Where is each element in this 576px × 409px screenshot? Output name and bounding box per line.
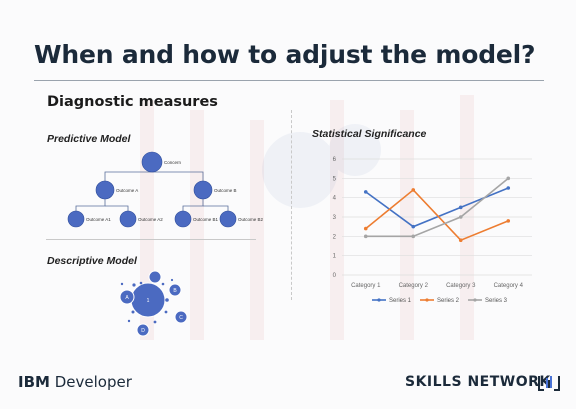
y-tick-label: 6: [333, 157, 337, 163]
tree-label-outcome-a2: Outcome A2: [138, 217, 163, 222]
descriptive-model-diagram: 1 A B C D: [119, 270, 188, 337]
y-tick-label: 3: [333, 215, 337, 221]
tree-label-outcome-b2: Outcome B2: [238, 217, 264, 222]
cluster-label-c: C: [179, 315, 183, 321]
tree-node-root: [141, 151, 163, 173]
tree-label-outcome-b1: Outcome B1: [193, 217, 219, 222]
predictive-model-diagram: Concern Outcome A Outcome B Outcome A1 O…: [67, 151, 264, 228]
legend-label: Series 2: [437, 298, 460, 304]
data-point: [506, 186, 511, 190]
title-divider: [34, 80, 544, 81]
y-tick-label: 0: [333, 273, 337, 279]
tree-node-outcome-b1: [174, 210, 192, 228]
tree-node-outcome-b: [193, 180, 213, 200]
y-tick-label: 1: [333, 254, 337, 260]
data-point: [411, 234, 416, 239]
tree-node-outcome-a2: [119, 210, 137, 228]
tree-node-outcome-a: [95, 180, 115, 200]
y-tick-label: 2: [333, 234, 337, 240]
tree-node-outcome-a1: [67, 210, 85, 228]
panel-divider-vertical: [291, 110, 293, 300]
data-point: [506, 176, 511, 181]
data-point: [458, 205, 463, 210]
data-point: [458, 238, 463, 242]
slide-title: When and how to adjust the model?: [34, 40, 536, 69]
legend-label: Series 1: [389, 298, 412, 304]
x-tick-label: Category 2: [399, 283, 429, 289]
series-line: [365, 187, 509, 228]
statistical-significance-label: Statistical Significance: [312, 128, 427, 140]
cluster-node-a: [119, 289, 135, 305]
data-point: [411, 224, 416, 229]
cluster-node-d: [136, 323, 150, 337]
cluster-node-top: [148, 270, 162, 284]
data-point: [458, 215, 463, 219]
legend-marker: [377, 298, 381, 302]
section-heading: Diagnostic measures: [47, 94, 218, 110]
legend-marker: [473, 298, 477, 302]
data-point: [363, 190, 368, 194]
descriptive-model-label: Descriptive Model: [47, 255, 137, 267]
series-line: [365, 177, 509, 238]
data-point: [363, 226, 368, 231]
skills-network-brand: SKILLS NETWORK: [405, 374, 551, 390]
cluster-node-b: [168, 283, 182, 297]
legend-label: Series 3: [485, 298, 508, 304]
data-point: [506, 219, 511, 223]
line-chart: 0 1 2 3 4 5 6 Category 1 Category 2 Category 3 Ca…: [333, 157, 532, 304]
cluster-label-b: B: [173, 288, 177, 294]
y-tick-label: 5: [333, 176, 337, 182]
cluster-label-a: A: [125, 295, 129, 301]
tree-node-outcome-b2: [219, 210, 237, 228]
brand-prefix: IBM: [18, 373, 50, 391]
data-point: [363, 234, 368, 239]
tree-label-outcome-a: Outcome A: [116, 188, 138, 193]
ibm-developer-brand: IBM Developer: [18, 373, 132, 391]
x-tick-label: Category 4: [494, 283, 524, 289]
skills-network-logo-icon: [538, 376, 560, 391]
cluster-label-center: 1: [147, 298, 150, 304]
tree-label-root: Concern: [164, 160, 182, 165]
data-point: [411, 188, 416, 192]
x-tick-label: Category 3: [446, 283, 476, 289]
cluster-label-d: D: [141, 328, 145, 334]
series-line: [365, 188, 509, 242]
tree-label-outcome-b: Outcome B: [214, 188, 237, 193]
x-tick-label: Category 1: [351, 283, 381, 289]
y-tick-label: 4: [333, 196, 337, 202]
cluster-node-c: [174, 310, 188, 324]
brand-suffix: Developer: [49, 373, 132, 391]
legend-marker: [425, 298, 429, 302]
tree-label-outcome-a1: Outcome A1: [86, 217, 111, 222]
panel-divider-horizontal: [46, 239, 256, 240]
predictive-model-label: Predictive Model: [47, 133, 131, 145]
